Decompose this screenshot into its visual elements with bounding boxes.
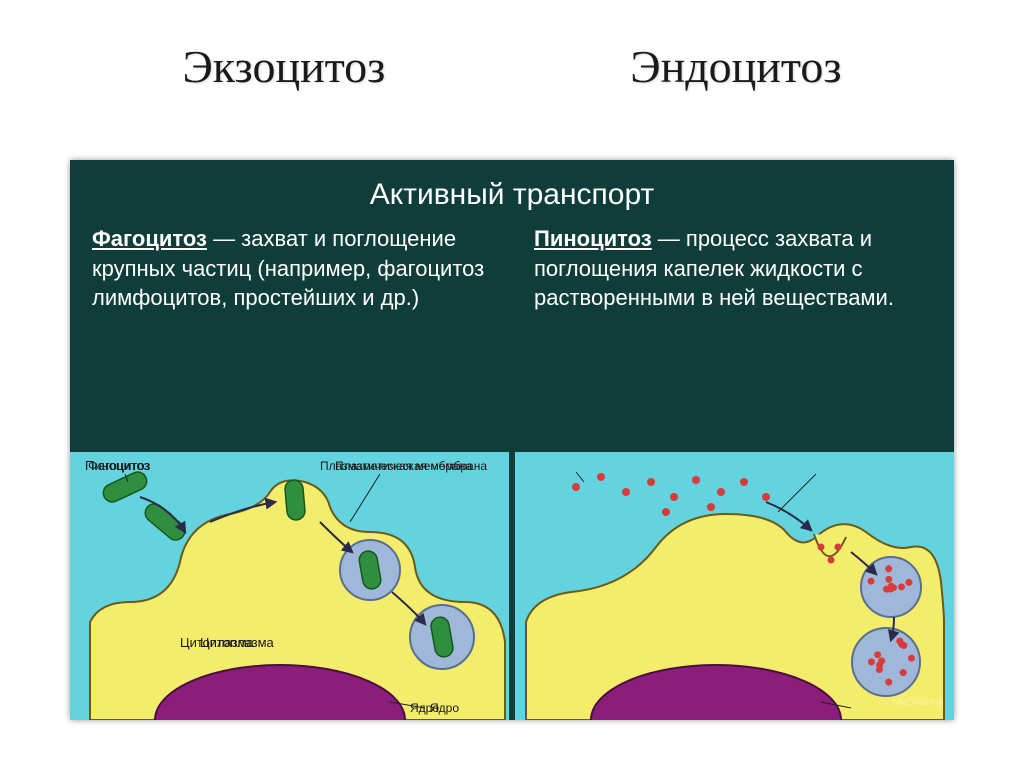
term-pinocytosis: Пиноцитоз: [534, 226, 652, 251]
term-phagocytosis: Фагоцитоз: [92, 226, 207, 251]
cell-diagram: ФагоцитозПлазматическая мембранаЦитоплаз…: [70, 452, 954, 720]
svg-text:Цитоплазма: Цитоплазма: [180, 635, 255, 650]
watermark: MyShared: [892, 696, 942, 708]
slide: { "titles": { "left": "Экзоцитоз", "righ…: [0, 0, 1024, 767]
svg-text:Пиноцитоз: Пиноцитоз: [85, 458, 150, 473]
left-col: Фагоцитоз — захват и поглощение крупных …: [70, 224, 512, 313]
content-panel: Активный транспорт Фагоцитоз — захват и …: [70, 160, 954, 720]
svg-text:Ядро: Ядро: [410, 701, 439, 715]
svg-text:Плазматическая мембрана: Плазматическая мембрана: [320, 459, 472, 473]
title-right: Эндоцитоз: [630, 40, 841, 93]
definitions-row: Фагоцитоз — захват и поглощение крупных …: [70, 224, 954, 313]
left-definition: Фагоцитоз — захват и поглощение крупных …: [92, 224, 490, 313]
panel-heading: Активный транспорт: [70, 178, 954, 212]
right-definition: Пиноцитоз — процесс захвата и поглощения…: [534, 224, 932, 313]
right-col: Пиноцитоз — процесс захвата и поглощения…: [512, 224, 954, 313]
title-row: Экзоцитоз Эндоцитоз: [0, 0, 1024, 113]
title-left: Экзоцитоз: [182, 40, 385, 93]
diagram-holder: ФагоцитозПлазматическая мембранаЦитоплаз…: [70, 452, 954, 720]
